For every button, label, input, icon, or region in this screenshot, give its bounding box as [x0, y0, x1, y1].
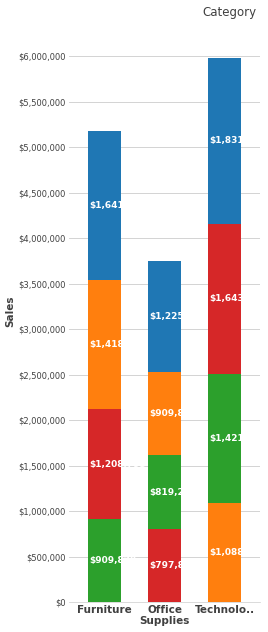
Bar [208, 224, 241, 374]
Bar [148, 455, 181, 530]
Text: Category: Category [203, 6, 257, 18]
Bar [208, 503, 241, 602]
Bar [88, 280, 121, 410]
Text: $909,889: $909,889 [150, 409, 197, 418]
Text: $819,295: $819,295 [150, 488, 197, 497]
Bar [148, 372, 181, 455]
Bar [88, 131, 121, 280]
Bar [148, 260, 181, 372]
Text: $1,225,757: $1,225,757 [150, 312, 207, 321]
Bar [88, 520, 121, 602]
Bar [88, 410, 121, 520]
Text: $1,088,313: $1,088,313 [210, 548, 266, 557]
Text: $1,208,793: $1,208,793 [90, 460, 147, 469]
Bar [208, 58, 241, 224]
Text: $1,641,713: $1,641,713 [90, 201, 147, 210]
Text: $1,418,264: $1,418,264 [90, 340, 147, 349]
Text: $909,820: $909,820 [90, 556, 137, 565]
Bar [148, 530, 181, 602]
Bar [208, 374, 241, 503]
Text: $1,643,134: $1,643,134 [210, 295, 267, 303]
Text: $1,421,104: $1,421,104 [210, 434, 266, 443]
Text: $797,821: $797,821 [150, 561, 197, 570]
Text: $1,831,698: $1,831,698 [210, 137, 266, 145]
Y-axis label: Sales: Sales [6, 295, 16, 327]
